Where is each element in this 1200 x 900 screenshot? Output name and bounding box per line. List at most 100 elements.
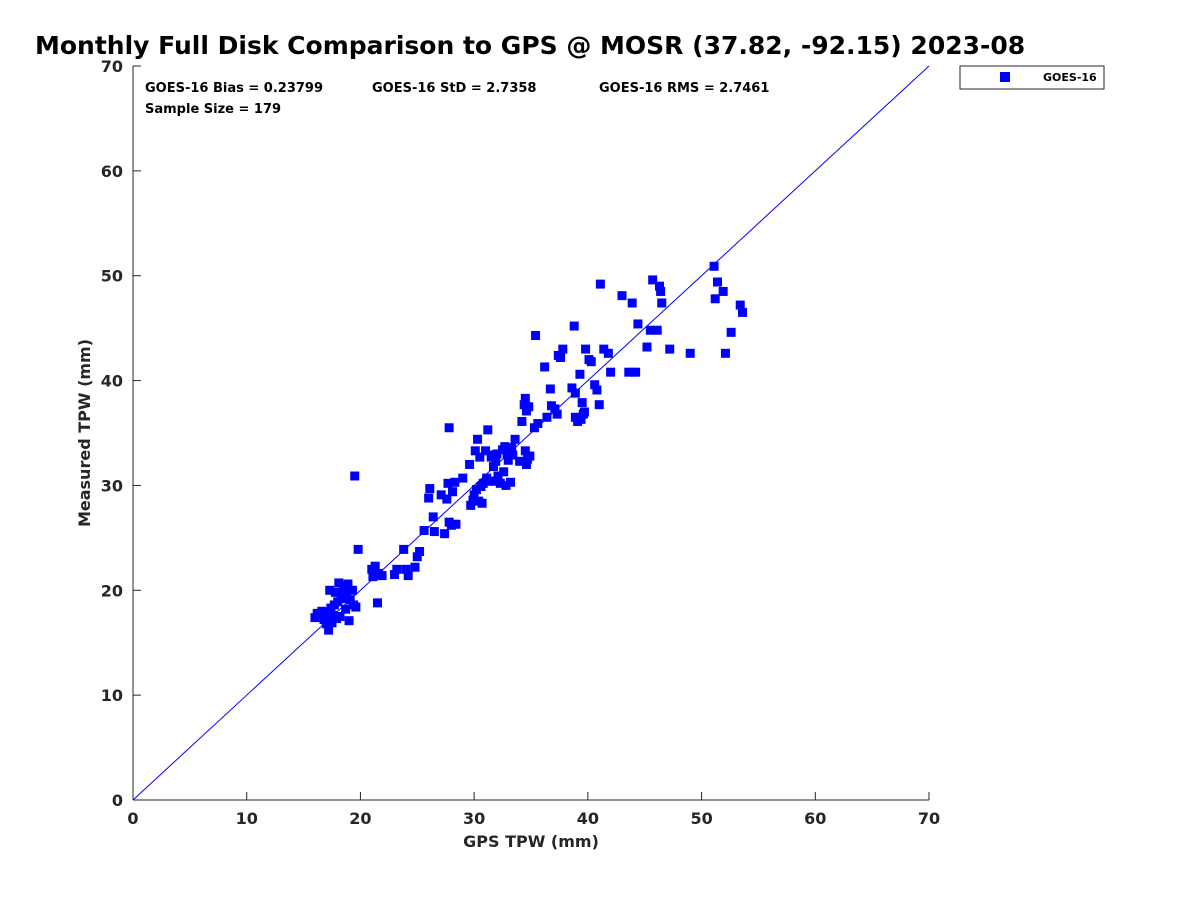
y-axis-label: Measured TPW (mm)	[75, 339, 94, 527]
data-point	[368, 572, 378, 582]
data-point	[624, 367, 634, 377]
data-point	[648, 275, 658, 285]
data-point	[506, 477, 516, 487]
data-point	[738, 307, 748, 317]
x-tick-label: 70	[918, 809, 940, 828]
data-point	[448, 487, 458, 497]
data-point	[493, 471, 503, 481]
data-point	[419, 526, 429, 536]
data-point	[540, 362, 550, 372]
bias-annotation: GOES-16 Bias = 0.23799	[145, 81, 323, 96]
data-point	[403, 571, 413, 581]
data-point	[542, 412, 552, 422]
data-point	[351, 602, 361, 612]
data-point	[665, 344, 675, 354]
data-point	[321, 619, 331, 629]
data-point	[501, 480, 511, 490]
data-point	[450, 477, 460, 487]
data-point	[440, 529, 450, 539]
data-point	[343, 579, 353, 589]
data-point	[652, 325, 662, 335]
reference-line-layer	[132, 65, 930, 801]
data-point	[344, 616, 354, 626]
std-annotation: GOES-16 StD = 2.7358	[372, 81, 536, 96]
data-point	[475, 452, 485, 462]
data-point	[333, 597, 343, 607]
y-tick-label: 30	[101, 476, 123, 495]
data-point	[519, 400, 529, 410]
data-point	[392, 564, 402, 574]
data-point	[436, 490, 446, 500]
data-point	[581, 344, 591, 354]
legend-label: GOES-16	[1043, 71, 1097, 84]
plot-area: 0 10 20 30 40 50 60 70 0 10 20 30 40 50 60 70	[101, 57, 940, 828]
data-point	[594, 400, 604, 410]
data-point	[507, 443, 517, 453]
data-point	[642, 342, 652, 352]
data-point	[586, 357, 596, 367]
data-point	[556, 353, 566, 363]
data-point	[657, 298, 667, 308]
data-point	[558, 344, 568, 354]
data-point	[491, 456, 501, 466]
y-tick-label: 10	[101, 686, 123, 705]
data-point	[510, 434, 520, 444]
data-point	[500, 442, 510, 452]
data-point	[592, 385, 602, 395]
data-point	[465, 459, 475, 469]
y-tick-label: 70	[101, 57, 123, 76]
data-point	[325, 585, 335, 595]
data-point	[617, 291, 627, 301]
data-point	[595, 279, 605, 289]
data-point	[487, 450, 497, 460]
data-point	[590, 380, 600, 390]
data-point	[446, 520, 456, 530]
data-point	[603, 348, 613, 358]
data-point	[720, 348, 730, 358]
data-point	[550, 404, 560, 414]
data-point	[517, 416, 527, 426]
data-point	[338, 581, 348, 591]
data-point	[410, 562, 420, 572]
data-point	[478, 478, 488, 488]
sample-size-annotation: Sample Size = 179	[145, 102, 281, 117]
data-point	[412, 552, 422, 562]
data-point	[317, 606, 327, 616]
data-point	[645, 325, 655, 335]
data-point	[726, 327, 736, 337]
data-point	[533, 419, 543, 429]
data-point	[545, 384, 555, 394]
data-point	[712, 277, 722, 287]
data-points	[310, 261, 748, 635]
data-point	[428, 512, 438, 522]
x-tick-label: 0	[127, 809, 138, 828]
data-point	[627, 298, 637, 308]
data-point	[524, 402, 534, 412]
data-point	[401, 564, 411, 574]
chart-title: Monthly Full Disk Comparison to GPS @ MO…	[35, 31, 1025, 60]
data-point	[466, 500, 476, 510]
data-point	[399, 544, 409, 554]
data-point	[415, 546, 425, 556]
data-point	[324, 625, 334, 635]
data-point	[327, 618, 337, 628]
data-point	[576, 414, 586, 424]
y-tick-label: 40	[101, 372, 123, 391]
data-point	[579, 407, 589, 417]
data-point	[488, 462, 498, 472]
data-point	[710, 294, 720, 304]
data-point	[718, 286, 728, 296]
data-point	[685, 348, 695, 358]
data-point	[347, 585, 357, 595]
data-point	[481, 446, 491, 456]
data-point	[451, 519, 461, 529]
x-tick-label: 10	[236, 809, 258, 828]
x-tick-label: 60	[804, 809, 826, 828]
data-point	[473, 434, 483, 444]
data-point	[631, 367, 641, 377]
x-tick-label: 40	[577, 809, 599, 828]
data-point	[492, 449, 502, 459]
data-point	[335, 612, 345, 621]
data-point	[312, 608, 322, 618]
data-point	[442, 494, 452, 504]
